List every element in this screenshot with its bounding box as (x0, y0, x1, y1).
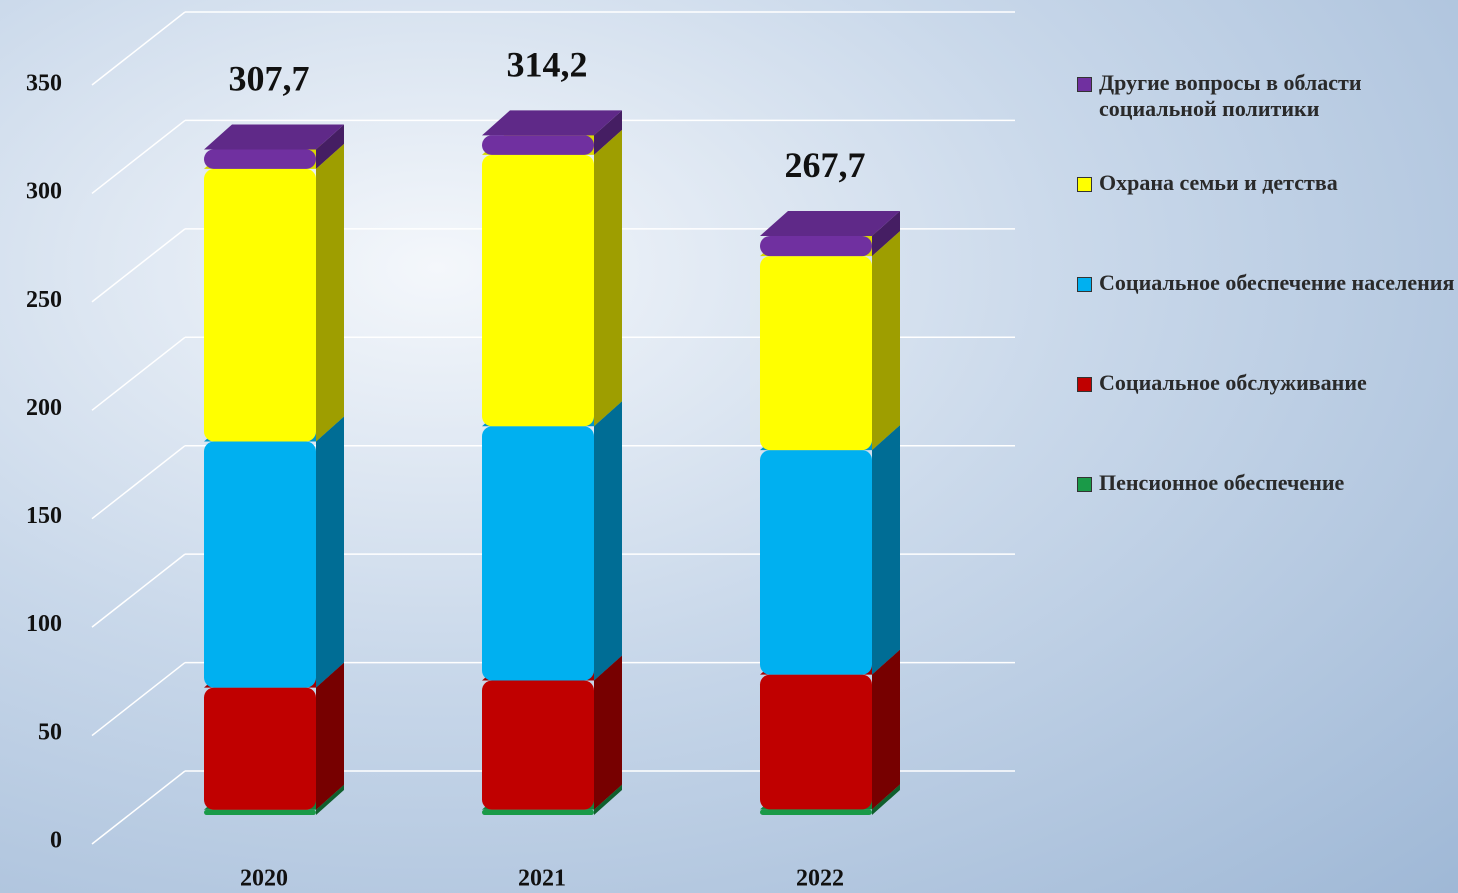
y-tick-label: 50 (38, 719, 62, 745)
y-tick-label: 100 (26, 611, 62, 637)
bar (482, 135, 594, 154)
bar-segment (760, 425, 900, 675)
bar (482, 155, 594, 426)
bar (204, 169, 316, 442)
grid-line (92, 337, 185, 410)
y-tick-label: 200 (26, 395, 62, 421)
bar (204, 441, 316, 687)
x-tick-label: 2021 (518, 866, 566, 892)
total-label: 314,2 (507, 45, 588, 85)
grid-line (92, 771, 185, 844)
bar-segment (482, 130, 622, 426)
x-tick-label: 2022 (796, 866, 844, 892)
legend-item: Социальное обслуживание (1075, 370, 1455, 470)
bar-segment (204, 124, 344, 168)
bar-side (594, 655, 622, 809)
legend: Другие вопросы в области социальной поли… (1075, 70, 1455, 570)
bar-side (316, 663, 344, 810)
bar (482, 426, 594, 680)
bar-side (594, 401, 622, 680)
legend-label: Другие вопросы в области социальной поли… (1099, 70, 1362, 121)
y-tick-label: 300 (26, 179, 62, 205)
legend-label: Социальное обеспечение населения (1099, 270, 1454, 295)
bar-segment (760, 211, 900, 256)
bar-segment (204, 416, 344, 687)
slide: 0 50 100 150 200 250 300 350 2020 307,7 2021 314,2 2… (0, 0, 1458, 893)
bar (204, 810, 316, 815)
y-tick-label: 150 (26, 503, 62, 529)
legend-label: Пенсионное обеспечение (1099, 470, 1344, 495)
bar-side (316, 416, 344, 687)
legend-item: Пенсионное обеспечение (1075, 470, 1455, 570)
legend-swatch (1077, 177, 1092, 192)
bar-segment (204, 144, 344, 442)
bar (204, 688, 316, 810)
bar-side (872, 425, 900, 675)
bar-side (316, 144, 344, 442)
legend-item: Социальное обеспечение населения (1075, 270, 1455, 370)
bar-side (594, 130, 622, 426)
bar-side (872, 231, 900, 450)
bar-segment (482, 110, 622, 154)
legend-label: Социальное обслуживание (1099, 370, 1367, 395)
bar (760, 675, 872, 810)
bar (760, 450, 872, 675)
legend-swatch (1077, 277, 1092, 292)
legend-item: Другие вопросы в области социальной поли… (1075, 70, 1455, 170)
bar (760, 256, 872, 450)
bar (482, 810, 594, 815)
bar-side (872, 650, 900, 810)
grid-line (92, 12, 185, 85)
y-tick-label: 0 (50, 828, 62, 854)
bar-segment (482, 401, 622, 680)
legend-swatch (1077, 77, 1092, 92)
grid-line (92, 554, 185, 627)
grid-line (92, 663, 185, 736)
bar (760, 809, 872, 815)
legend-item: Охрана семьи и детства (1075, 170, 1455, 270)
y-tick-label: 350 (26, 71, 62, 97)
bar-segment (760, 231, 900, 450)
grid-line (92, 229, 185, 302)
bar (204, 149, 316, 168)
bar (760, 236, 872, 256)
grid-line (92, 446, 185, 519)
total-label: 267,7 (785, 145, 866, 185)
legend-label: Охрана семьи и детства (1099, 170, 1338, 195)
total-label: 307,7 (229, 59, 310, 99)
legend-swatch (1077, 377, 1092, 392)
y-tick-label: 250 (26, 287, 62, 313)
x-tick-label: 2020 (240, 866, 288, 892)
bar (482, 680, 594, 809)
grid-line (92, 120, 185, 193)
legend-swatch (1077, 477, 1092, 492)
